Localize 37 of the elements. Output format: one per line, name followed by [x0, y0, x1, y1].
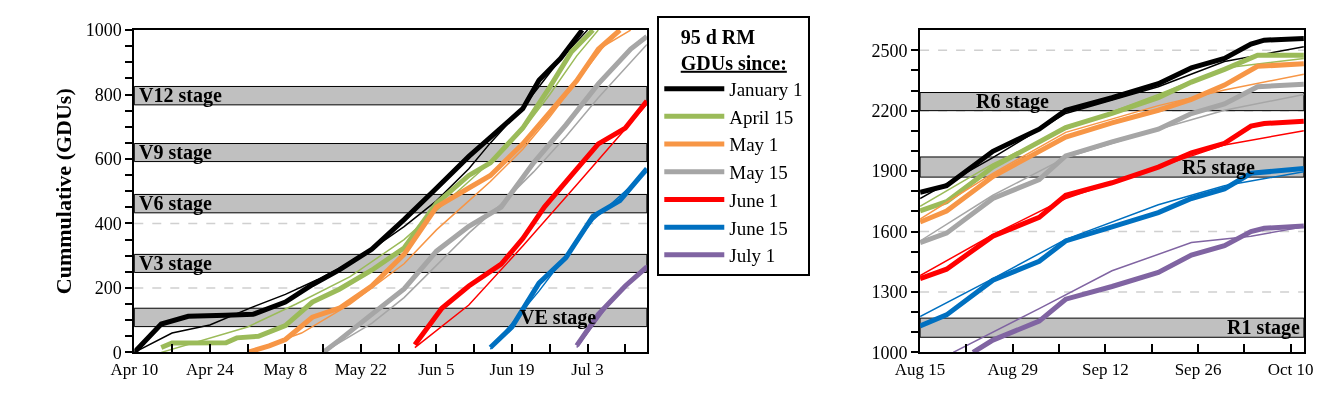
band-label: VE stage — [520, 306, 597, 329]
x-tick-label: Jun 19 — [489, 359, 535, 379]
x-tick-label: Jun 5 — [418, 359, 455, 379]
band-label: R1 stage — [1227, 316, 1300, 339]
x-tick-label: May 22 — [334, 359, 388, 379]
y-axis-title: Cummulative (GDUs) — [50, 88, 76, 295]
y-tick-label: 600 — [94, 149, 122, 170]
legend-label: May 15 — [729, 162, 788, 184]
x-tick-label: Apr 24 — [185, 359, 235, 379]
band-label: V12 stage — [139, 84, 222, 107]
band-label: R5 stage — [1182, 156, 1255, 179]
y-tick-label: 800 — [94, 84, 122, 105]
band-label: V9 stage — [139, 141, 212, 164]
band-label: V6 stage — [139, 192, 212, 215]
x-tick-label: May 8 — [263, 359, 308, 379]
x-tick-label: Sep 12 — [1081, 359, 1129, 379]
legend-label: January 1 — [729, 79, 803, 101]
x-tick-label: Jul 3 — [571, 359, 604, 379]
x-tick-label: Sep 26 — [1174, 359, 1222, 379]
legend-label: May 1 — [729, 134, 779, 156]
y-tick-label: 2500 — [871, 40, 908, 61]
legend-label: April 15 — [729, 106, 794, 128]
y-tick-label: 1000 — [85, 20, 122, 41]
y-tick-label: 2200 — [871, 100, 908, 121]
y-tick-label: 200 — [94, 278, 122, 299]
band-label: R6 stage — [976, 90, 1049, 113]
y-tick-label: 1600 — [871, 221, 908, 242]
legend-label: June 1 — [729, 189, 779, 211]
legend-title: 95 d RM GDUs since: — [680, 25, 787, 74]
y-tick-label: 1300 — [871, 282, 908, 303]
legend-label: July 1 — [729, 245, 776, 267]
x-tick-label: Aug 29 — [987, 359, 1038, 379]
y-tick-label: 400 — [94, 213, 122, 234]
y-tick-label: 1900 — [871, 161, 908, 182]
band-label: V3 stage — [139, 252, 212, 275]
x-tick-label: Oct 10 — [1267, 359, 1314, 379]
legend-label: June 15 — [729, 217, 788, 239]
